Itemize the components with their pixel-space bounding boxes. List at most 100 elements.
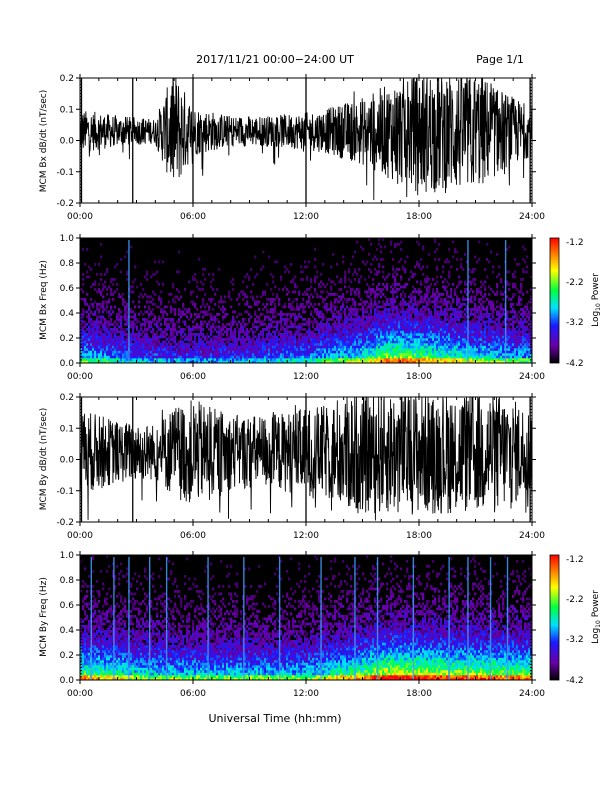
bx-spectrogram-cell	[190, 353, 193, 356]
bx-spectrogram-cell	[360, 275, 363, 279]
bx-spectrogram-cell	[280, 320, 283, 324]
bx-spectrogram-cell	[366, 293, 369, 296]
bx-spectrogram-cell	[350, 348, 353, 351]
bx-spectrogram-cell	[152, 333, 155, 336]
bx-spectrogram-cell	[314, 303, 317, 306]
bx-spectrogram-cell	[202, 358, 205, 361]
bx-spectrogram-cell	[406, 330, 409, 334]
bx-spectrogram-cell	[346, 360, 349, 364]
bx-spectrogram-cell	[156, 345, 159, 349]
bx-spectrogram-cell	[360, 340, 363, 344]
bx-spectrogram-cell	[266, 298, 269, 301]
bx-spectrogram-cell	[434, 238, 437, 241]
bx-spectrogram-cell	[454, 250, 457, 254]
bx-spectrogram-cell	[186, 343, 189, 346]
bx-spectrogram-cell	[366, 323, 369, 326]
bx-spectrogram-cell	[148, 360, 151, 364]
bx-spectrogram-cell	[474, 315, 477, 319]
bx-spectrogram-cell	[386, 303, 389, 306]
bx-spectrogram-cell	[214, 293, 217, 296]
bx-spectrogram-cell	[488, 320, 491, 324]
bx-spectrogram-cell	[330, 288, 333, 291]
bx-spectrogram-cell	[144, 350, 147, 354]
bx-spectrogram-cell	[480, 298, 483, 301]
bx-spectrogram-cell	[194, 360, 197, 364]
bx-spectrogram-cell	[458, 360, 461, 364]
bx-spectrogram-cell	[356, 325, 359, 329]
bx-spectrogram-cell	[156, 350, 159, 354]
bx-spectrogram-cell	[100, 345, 103, 349]
bx-spectrogram-cell	[458, 330, 461, 334]
bx-spectrogram-cell	[344, 350, 347, 354]
bx-spectrogram-cell	[146, 338, 149, 341]
bx-spectrogram-cell	[454, 348, 457, 351]
bx-spectrogram-cell	[488, 338, 491, 341]
bx-spectrogram-cell	[396, 315, 399, 319]
bx-spectrogram-cell	[126, 350, 129, 354]
bx-spectrogram-cell	[270, 318, 273, 321]
bx-spectrogram-cell	[434, 350, 437, 354]
bx-spectrogram-cell	[156, 325, 159, 329]
bx-spectrogram-cell	[378, 323, 381, 326]
bx-spectrogram-cell	[378, 340, 381, 344]
bx-spectrogram-cell	[388, 335, 391, 339]
bx-spectrogram-cell	[478, 345, 481, 349]
bx-spectrogram-cell	[212, 335, 215, 339]
bx-spectrogram-cell	[344, 338, 347, 341]
bx-spectrogram-cell	[366, 260, 369, 264]
bx-spectrogram-cell	[368, 360, 371, 364]
bx-spectrogram-cell	[392, 305, 395, 309]
bx-spectrogram-cell	[300, 350, 303, 354]
bx-spectrogram-cell	[386, 343, 389, 346]
bx-spectrogram-cell	[426, 360, 429, 364]
bx-spectrogram-cell	[208, 358, 211, 361]
bx-spectrogram-cell	[152, 348, 155, 351]
bx-spectrogram-cell	[198, 328, 201, 331]
bx-spectrogram-cell	[444, 333, 447, 336]
bx-spectrogram-cell	[450, 293, 453, 296]
bx-spectrogram-cell	[406, 350, 409, 354]
bx-spectrogram-cell	[320, 335, 323, 339]
bx-spectrogram-cell	[258, 360, 261, 364]
bx-spectrogram-cell	[338, 353, 341, 356]
bx-spectrogram-cell	[358, 280, 361, 284]
bx-spectrogram-cell	[470, 343, 473, 346]
bx-spectrogram-cell	[246, 345, 249, 349]
bx-spectrogram-cell	[334, 283, 337, 286]
bx-spectrogram-cell	[330, 328, 333, 331]
bx-spectrogram-cell	[492, 333, 495, 336]
bx-spectrogram-cell	[130, 308, 133, 311]
bx-spectrogram-cell	[350, 340, 353, 344]
bx-spectrogram-cell	[410, 333, 413, 336]
bx-spectrogram-cell	[278, 345, 281, 349]
bx-spectrogram-cell	[276, 350, 279, 354]
bx-spectrogram-cell	[418, 290, 421, 294]
bx-spectrogram-cell	[460, 265, 463, 269]
bx-spectrogram-cell	[98, 310, 101, 314]
bx-spectrogram-cell	[108, 345, 111, 349]
bx-spectrogram-cell	[406, 358, 409, 361]
bx-spectrogram-cell	[196, 328, 199, 331]
bx-spectrogram-cell	[488, 318, 491, 321]
bx-spectrogram-cell	[264, 343, 267, 346]
bx-spectrogram-cell	[466, 325, 469, 329]
bx-spectrogram-cell	[376, 333, 379, 336]
bx-spectrogram-cell	[440, 335, 443, 339]
bx-spectrogram-cell	[288, 303, 291, 306]
bx-spectrogram-cell	[450, 355, 453, 359]
bx-spectrogram-cell	[330, 348, 333, 351]
bx-spectrogram-cell	[384, 338, 387, 341]
bx-spectrogram-cell	[160, 343, 163, 346]
bx-spectrogram-cell	[328, 323, 331, 326]
bx-spectrogram-cell	[390, 320, 393, 324]
bx-spectrogram-cell	[152, 358, 155, 361]
bx-spectrogram-cell	[222, 308, 225, 311]
bx-spectrogram-cell	[254, 343, 257, 346]
bx-spectrogram-cell	[296, 333, 299, 336]
bx-spectrogram-cell	[398, 358, 401, 361]
bx-spectrogram-cell	[456, 323, 459, 326]
bx-spectrogram-cell	[168, 360, 171, 364]
bx-spectrogram-cell	[400, 310, 403, 314]
bx-spectrogram-cell	[252, 350, 255, 354]
bx-spectrogram-cell	[488, 315, 491, 319]
